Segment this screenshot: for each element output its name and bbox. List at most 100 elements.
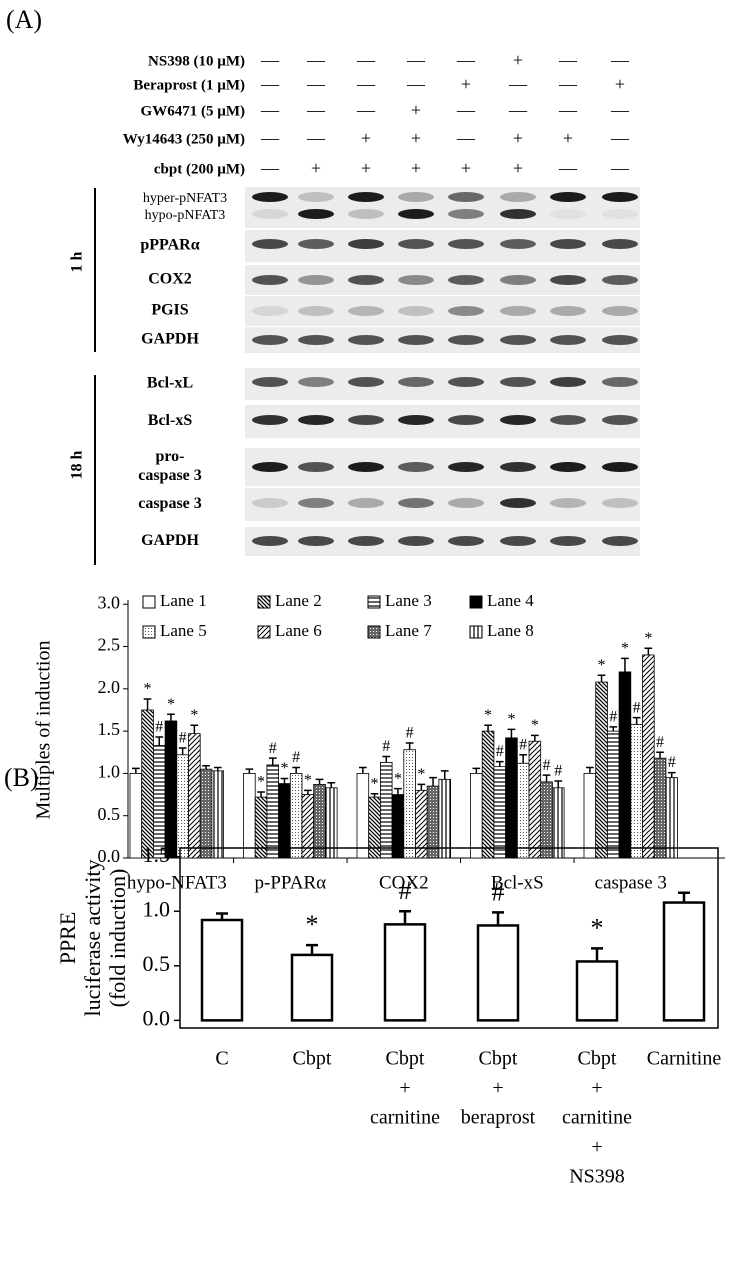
error-bar (554, 780, 563, 788)
bar (243, 773, 256, 859)
blot-band (348, 335, 384, 345)
treatment-label: cbpt (200 µM) (154, 161, 245, 177)
significance-marker: # (269, 740, 277, 757)
blot-band (252, 462, 288, 472)
x-tick-label: hypo-NFAT3 (127, 872, 227, 893)
error-bar (143, 698, 152, 710)
blot-band (602, 536, 638, 546)
blot-band (298, 335, 334, 345)
legend-swatch (257, 625, 271, 639)
blot-band (252, 275, 288, 285)
legend-swatch (142, 625, 156, 639)
error-bar (472, 767, 481, 774)
y-tick-label: 3.0 (98, 592, 121, 612)
blot-band (398, 377, 434, 387)
bar (200, 918, 244, 1022)
legend-label: Lane 6 (275, 621, 322, 640)
error-bar (190, 724, 199, 734)
significance-marker: # (543, 757, 551, 774)
significance-marker: * (280, 760, 288, 777)
error-bar (257, 791, 265, 798)
x-tick-label: Cbpt (386, 1048, 425, 1070)
time-label: 1 h (69, 251, 86, 272)
treatment-sign: + (461, 74, 471, 94)
treatment-sign: + (361, 158, 371, 178)
blot-band (398, 462, 434, 472)
legend-swatch (142, 595, 156, 609)
significance-marker: * (507, 711, 515, 728)
x-tick-label: Bcl-xS (491, 872, 544, 893)
x-tick-label: beraprost (461, 1107, 536, 1129)
error-bar (399, 910, 411, 925)
blot-band (550, 536, 586, 546)
blot-band (448, 462, 484, 472)
blot-band (448, 415, 484, 425)
error-bar (667, 771, 676, 778)
x-tick-label: NS398 (569, 1166, 625, 1188)
bar (356, 773, 370, 859)
significance-marker: * (598, 657, 606, 674)
blot-band (500, 275, 536, 285)
error-bar (609, 726, 618, 732)
error-bar (678, 891, 690, 903)
treatment-sign: — (610, 158, 630, 178)
legend-label: Lane 1 (160, 591, 207, 610)
blot-band (398, 335, 434, 345)
treatment-sign: — (610, 128, 630, 148)
blot-band (298, 536, 334, 546)
x-tick-label: Cbpt (479, 1048, 518, 1070)
bar (438, 778, 451, 859)
significance-marker: * (644, 630, 652, 647)
error-bar (632, 716, 641, 725)
treatment-sign: — (356, 74, 376, 94)
blot-band (602, 275, 638, 285)
blot-band (298, 275, 334, 285)
blot-band (398, 192, 434, 202)
bar (642, 654, 655, 859)
error-bar (327, 781, 336, 788)
blot-band (448, 275, 484, 285)
blot-band (550, 209, 586, 219)
error-bar (370, 792, 379, 798)
blot-band (550, 377, 586, 387)
error-bar (178, 747, 187, 755)
blot-band (252, 335, 288, 345)
error-bar (132, 767, 140, 774)
band-label: caspase 3 (138, 467, 202, 484)
x-tick-label: p-PPARα (255, 872, 327, 893)
error-bar (484, 724, 492, 732)
plot-frame (179, 847, 719, 1029)
blot-band (550, 192, 586, 202)
treatment-label: Wy14643 (250 µM) (123, 131, 245, 147)
significance-marker: # (609, 709, 617, 726)
legend-label: Lane 5 (160, 621, 207, 640)
significance-marker: * (371, 775, 379, 792)
blot-band (252, 377, 288, 387)
blot-band (252, 498, 288, 508)
blot-band (398, 415, 434, 425)
blot-band (252, 306, 288, 316)
blot-band (500, 377, 536, 387)
bar (379, 762, 393, 859)
treatment-sign: + (311, 158, 321, 178)
y-tick-label: 1.0 (98, 762, 121, 782)
y-tick-label: 0.5 (98, 804, 121, 824)
blot-band (602, 335, 638, 345)
blot-band (550, 415, 586, 425)
blot-band (448, 306, 484, 316)
blot-band (602, 306, 638, 316)
legend-label: Lane 8 (487, 621, 534, 640)
blot-band (602, 209, 638, 219)
treatment-label: NS398 (10 µM) (148, 53, 245, 69)
significance-marker: # (292, 749, 300, 766)
significance-marker: * (144, 681, 152, 698)
y-tick-label: 0.0 (143, 1005, 171, 1030)
blot-band (448, 192, 484, 202)
x-tick-label: caspase 3 (595, 872, 667, 893)
significance-marker: # (496, 743, 504, 760)
blot-band (602, 415, 638, 425)
significance-marker: * (591, 913, 604, 942)
bar (662, 901, 706, 1022)
error-bar (531, 734, 539, 742)
y-tick-label: 1.5 (98, 719, 121, 739)
